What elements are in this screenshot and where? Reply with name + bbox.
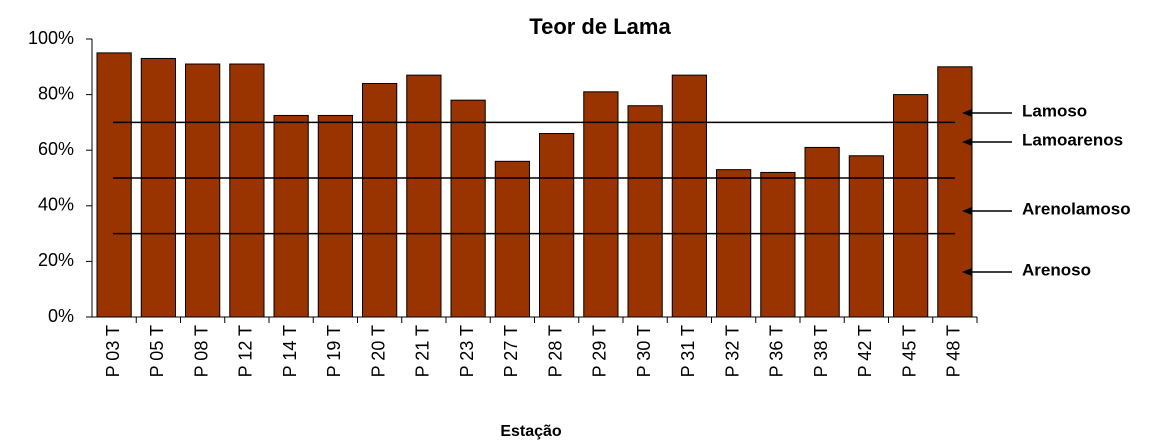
x-tick-label: P 21 T [413,325,433,377]
bar [229,63,265,318]
x-tick-label: P 31 T [678,325,698,377]
bar [760,171,796,318]
arrow-head [962,109,972,117]
x-tick-label: P 23 T [457,325,477,377]
x-tick-label: P 03 T [103,325,123,377]
bar [937,66,973,318]
annotation: Arenoso [1022,260,1091,279]
y-tick-label: 80% [38,83,74,103]
bar [583,91,619,318]
bar [450,99,486,318]
y-tick-label: 100% [28,28,74,48]
x-tick-label: P 08 T [191,325,211,377]
bar [317,114,353,318]
x-tick-label: P 14 T [280,325,300,377]
x-tick-label: P 42 T [855,325,875,377]
x-tick-label: P 12 T [236,325,256,377]
bar [273,114,309,318]
bar [362,82,398,318]
bar [494,160,530,318]
x-tick-label: P 29 T [590,325,610,377]
chart-title: Teor de Lama [529,14,671,39]
x-tick-label: P 20 T [368,325,388,377]
y-tick-label: 20% [38,250,74,270]
arrow-head [962,268,972,276]
annotation: Arenolamoso [1022,199,1131,218]
x-tick-label: P 27 T [501,325,521,377]
bar [96,52,132,318]
x-tick-label: P 28 T [545,325,565,377]
bar [804,146,840,318]
x-tick-label: P 19 T [324,325,344,377]
bar [539,133,575,318]
bar [671,74,707,318]
bar [893,94,929,318]
x-tick-label: P 05 T [147,325,167,377]
bar [406,74,442,318]
x-tick-label: P 32 T [722,325,742,377]
x-tick-label: P 38 T [811,325,831,377]
y-tick-label: 60% [38,139,74,159]
bar [716,169,752,318]
y-tick-label: 40% [38,195,74,215]
annotation: Lamoarenos [1022,130,1123,149]
y-tick-label: 0% [48,306,74,326]
bar [140,57,176,318]
x-tick-label: P 36 T [767,325,787,377]
x-tick-label: P 30 T [634,325,654,377]
bar [848,155,884,318]
bar [627,105,663,318]
bar [185,63,221,318]
annotation: Lamoso [1022,101,1087,120]
x-tick-label: P 45 T [899,325,919,377]
x-tick-label: P 48 T [944,325,964,377]
arrow-head [962,138,972,146]
x-axis-label: Estação [500,423,562,440]
arrow-head [962,207,972,215]
